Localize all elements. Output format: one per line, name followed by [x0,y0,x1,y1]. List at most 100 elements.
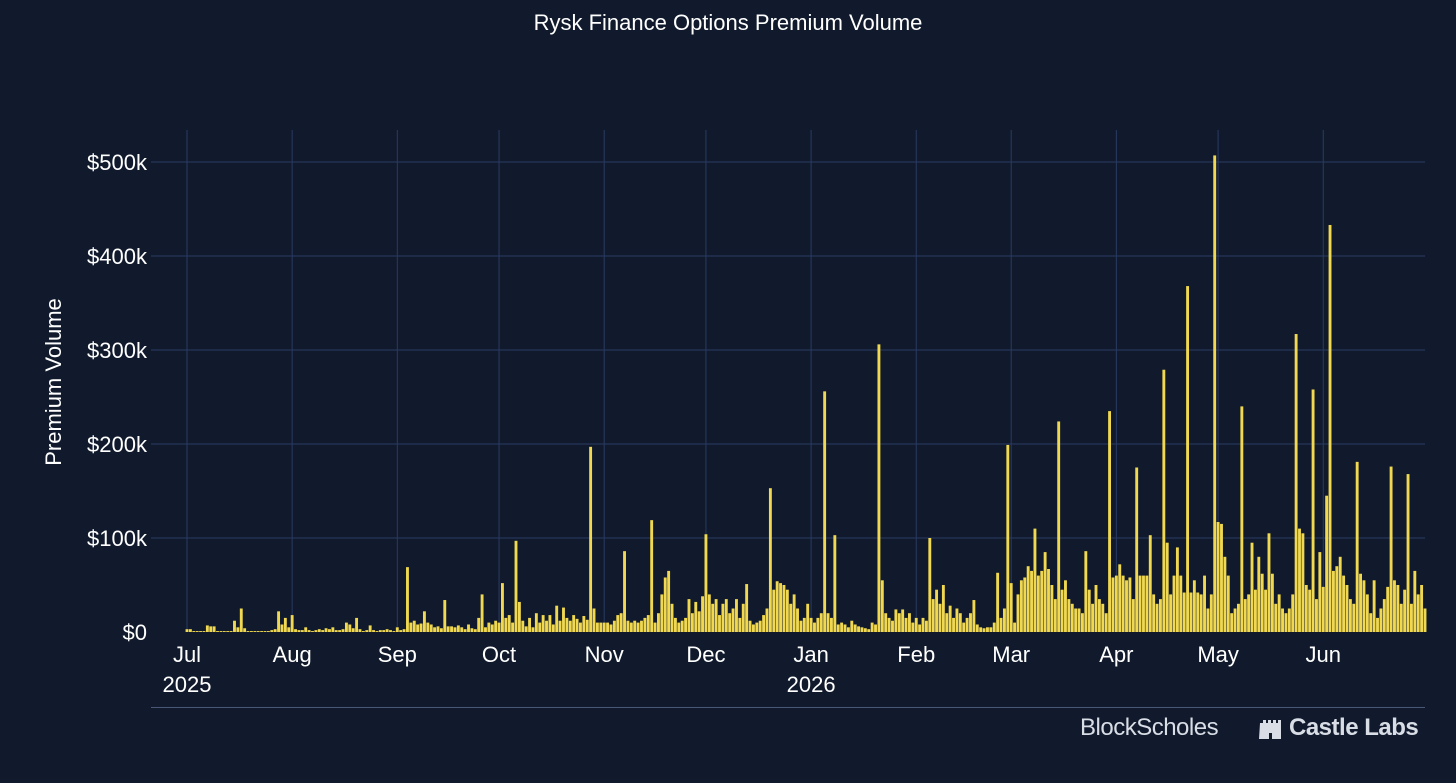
bar [246,631,250,632]
bar [667,570,671,632]
bar [1131,599,1135,632]
bar [1233,608,1237,632]
bar [1393,580,1396,632]
bar [894,609,898,632]
bar [1284,613,1288,632]
bar [592,608,596,632]
bar [504,617,508,632]
bar [389,630,392,632]
x-axis-ticks: Jul 2025 Aug Sep Oct Nov Dec Jan 2026 Feb Mar Apr Ma… [163,642,1341,697]
bar [294,629,297,632]
bar [1399,603,1403,632]
bar [1315,599,1318,632]
bar [643,617,647,632]
bar [433,627,437,632]
bar [250,631,253,632]
bar [484,627,487,632]
bar [1080,613,1084,632]
bar [813,622,816,632]
bar [948,605,952,632]
bar [1396,585,1400,632]
bar [260,631,264,632]
brand-castlelabs-label: Castle Labs [1289,714,1419,741]
bar [1243,599,1247,632]
bar [924,620,928,632]
chart-title: Rysk Finance Options Premium Volume [533,10,923,35]
bar [582,616,586,632]
bar [829,617,833,632]
bar [745,584,749,632]
bar [1125,580,1128,632]
bar [1277,594,1281,632]
bar [385,629,389,632]
bar [222,631,226,632]
bar [321,630,325,632]
bar [1386,586,1390,632]
bar [989,627,993,632]
bar [741,603,745,632]
bar [595,622,599,632]
bar [1192,580,1196,632]
bar [344,622,348,632]
bar [358,629,362,632]
bar [1128,577,1132,632]
bar [470,628,474,632]
bar [657,613,660,632]
bar [928,538,932,632]
bar [670,603,674,632]
bar [422,611,426,632]
bar [219,631,223,632]
x-tick-label: Apr [1099,642,1133,667]
bar [521,620,525,632]
bar [1060,589,1064,632]
bar [426,622,430,632]
bar [1301,533,1305,632]
bar [802,617,806,632]
bar [1355,461,1359,632]
chart-plot: $0 $100k $200k $300k $400k $500k Jul 2025 Aug Se… [41,130,1427,697]
bar [392,631,396,632]
bar [473,629,477,632]
bar [1155,603,1159,632]
bar-series [185,155,1427,633]
bar [205,625,209,632]
bar [1338,556,1342,632]
x-tick-label: Mar [992,642,1030,667]
x-tick-label: Aug [273,642,312,667]
bar [514,540,518,632]
bar [317,629,321,632]
bar [1372,580,1376,632]
bar [585,619,589,632]
bar [490,624,494,632]
bar [921,617,925,632]
bar [1362,580,1366,632]
bar [996,572,1000,632]
bar [517,601,521,632]
bar [283,617,287,632]
bar [816,617,820,632]
bar [361,631,365,632]
bar [429,624,433,632]
bar [660,594,664,632]
bar [1026,566,1030,632]
x-tick-label: May [1197,642,1239,667]
bar [531,627,535,632]
bar [1206,608,1210,632]
bar [1321,586,1325,632]
bar [368,625,372,632]
bar [714,599,718,632]
bar [870,622,874,632]
x-tick-label: Jun [1306,642,1341,667]
bar [1203,575,1206,632]
bar [538,622,542,632]
bar [1172,575,1176,632]
bar [799,620,803,632]
bar [1304,585,1308,632]
brand-blockscholes: BlockScholes [1080,714,1219,741]
bar [606,622,610,632]
bar [1199,594,1203,632]
bar [843,624,847,632]
bar [453,627,457,632]
bar [602,622,606,632]
bar [1138,575,1142,632]
